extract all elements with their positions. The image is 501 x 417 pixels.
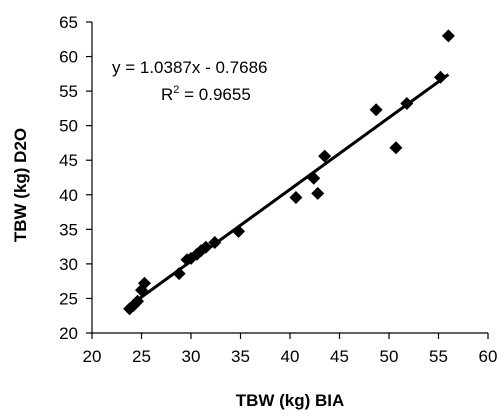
y-tick-label: 55 xyxy=(59,82,78,101)
x-axis-title: TBW (kg) BIA xyxy=(236,391,345,410)
data-point xyxy=(172,267,186,281)
data-point xyxy=(400,97,414,111)
ticks xyxy=(86,21,489,339)
trendline-layer xyxy=(126,73,450,309)
r-squared-sup: 2 xyxy=(173,84,179,96)
y-axis-title: TBW (kg) D2O xyxy=(11,128,30,242)
data-point xyxy=(441,29,455,43)
y-tick-label: 45 xyxy=(59,151,78,170)
data-point xyxy=(137,276,151,290)
data-point xyxy=(433,70,447,84)
data-point xyxy=(369,103,383,117)
x-tick-label: 30 xyxy=(182,347,201,366)
trendline-equation: y = 1.0387x - 0.7686 xyxy=(112,58,267,77)
x-tick-label: 45 xyxy=(330,347,349,366)
x-tick-label: 20 xyxy=(83,347,102,366)
x-tick-label: 60 xyxy=(479,347,498,366)
data-point xyxy=(208,235,222,249)
x-tick-label: 50 xyxy=(380,347,399,366)
x-tick-label: 40 xyxy=(281,347,300,366)
x-tick-label: 55 xyxy=(429,347,448,366)
y-tick-label: 20 xyxy=(59,324,78,343)
y-tick-label: 35 xyxy=(59,220,78,239)
trendline xyxy=(126,73,450,309)
data-point xyxy=(199,240,213,254)
data-point xyxy=(307,171,321,185)
y-tick-label: 65 xyxy=(59,13,78,32)
y-tick-label: 25 xyxy=(59,289,78,308)
data-point xyxy=(311,186,325,200)
x-tick-label: 25 xyxy=(132,347,151,366)
data-point xyxy=(131,294,145,308)
data-point xyxy=(318,149,332,163)
r-squared-prefix: R xyxy=(161,85,173,104)
data-point xyxy=(289,191,303,205)
x-tick-label: 35 xyxy=(231,347,250,366)
data-points xyxy=(123,29,455,316)
tick-labels: 20 25 30 35 40 45 50 55 60 20 25 30 35 40 45 50 55 60 65 xyxy=(59,13,497,366)
data-point xyxy=(389,141,403,155)
data-point xyxy=(232,224,246,238)
y-tick-label: 40 xyxy=(59,186,78,205)
r-squared-label: R2 = 0.9655 xyxy=(161,84,251,104)
y-tick-label: 60 xyxy=(59,48,78,67)
y-tick-label: 50 xyxy=(59,117,78,136)
r-squared-value: = 0.9655 xyxy=(179,85,250,104)
y-tick-label: 30 xyxy=(59,255,78,274)
